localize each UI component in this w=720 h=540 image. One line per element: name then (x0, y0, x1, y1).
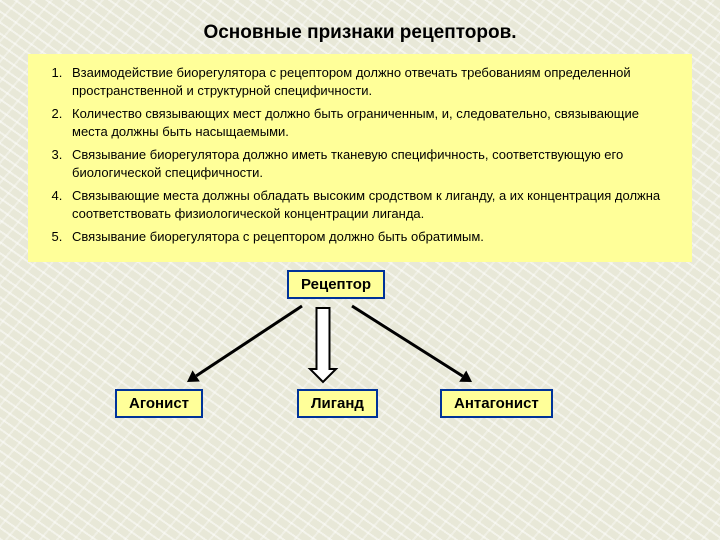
page-title: Основные признаки рецепторов. (0, 0, 720, 54)
list-item: Связывание биорегулятора с рецептором до… (66, 228, 674, 246)
receptor-diagram: Рецептор Агонист Лиганд Антагонист (0, 270, 720, 435)
node-ligand: Лиганд (297, 389, 378, 418)
node-antagonist: Антагонист (440, 389, 553, 418)
list-item: Взаимодействие биорегулятора с рецепторо… (66, 64, 674, 99)
node-receptor: Рецептор (287, 270, 385, 299)
features-list-box: Взаимодействие биорегулятора с рецепторо… (28, 54, 692, 262)
list-item: Связывающие места должны обладать высоки… (66, 187, 674, 222)
features-list: Взаимодействие биорегулятора с рецепторо… (36, 64, 674, 246)
list-item: Количество связывающих мест должно быть … (66, 105, 674, 140)
node-agonist: Агонист (115, 389, 203, 418)
list-item: Связывание биорегулятора должно иметь тк… (66, 146, 674, 181)
